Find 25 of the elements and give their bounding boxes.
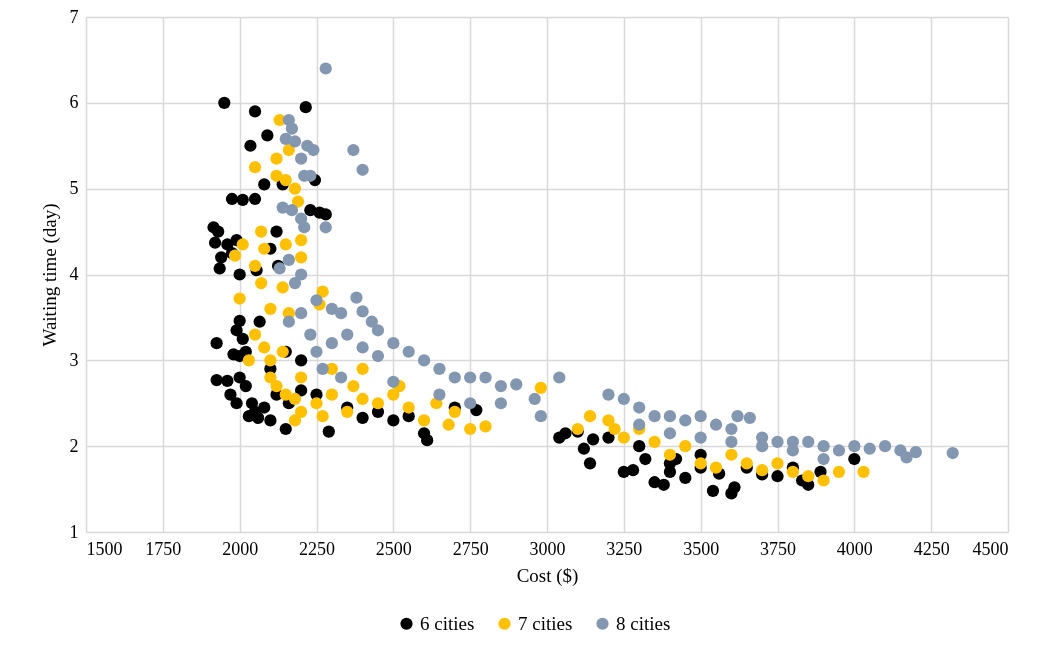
x-tick-label: 3750	[760, 538, 796, 559]
y-tick-label: 1	[69, 521, 79, 542]
x-tick-label: 3500	[683, 538, 720, 559]
y-tick-label: 5	[69, 178, 79, 199]
y-tick-label: 3	[69, 349, 79, 370]
x-tick-label: 3250	[606, 538, 643, 559]
x-tick-label: 2500	[375, 538, 412, 559]
x-tick-label: 2000	[222, 538, 259, 559]
x-tick-label: 1500	[86, 538, 123, 559]
legend-label: 7 cities	[518, 612, 573, 634]
legend-label: 6 cities	[420, 612, 475, 634]
y-axis-title: Waiting time (day)	[38, 203, 61, 347]
y-tick-label: 2	[69, 435, 79, 456]
y-tick-label: 4	[69, 264, 79, 284]
y-tick-label: 6	[69, 92, 79, 113]
x-tick-label: 2250	[299, 538, 335, 559]
x-axis-title: Cost ($)	[516, 564, 579, 587]
x-tick-label: 4250	[913, 538, 950, 559]
y-tick-label: 7	[69, 6, 79, 27]
x-tick-label: 2750	[452, 538, 489, 559]
x-tick-label: 4000	[836, 538, 873, 559]
legend-label: 8 cities	[616, 612, 671, 634]
x-tick-label: 1750	[145, 538, 182, 559]
x-tick-label: 4500	[972, 538, 1009, 559]
x-tick-label: 3000	[529, 538, 566, 559]
